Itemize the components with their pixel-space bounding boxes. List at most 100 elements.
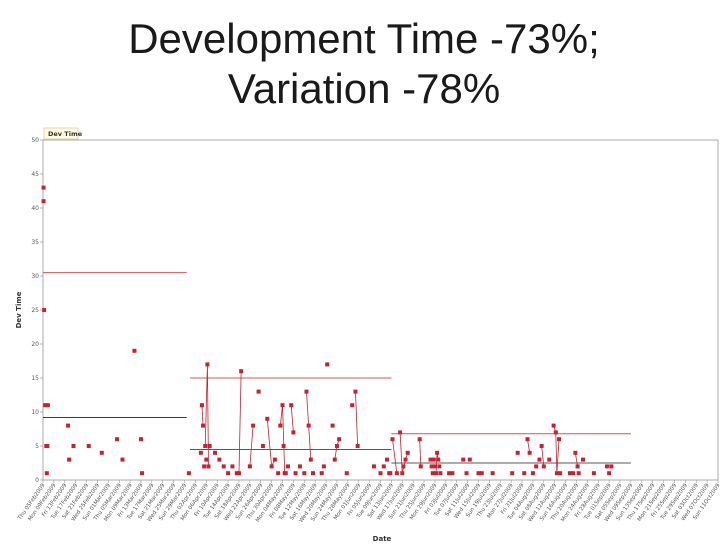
data-point <box>132 348 137 353</box>
data-point <box>337 437 342 442</box>
data-point <box>41 199 46 204</box>
data-point <box>334 444 339 448</box>
data-point <box>575 464 580 469</box>
data-point <box>403 457 408 462</box>
data-point <box>272 457 277 462</box>
data-point <box>429 464 434 469</box>
data-point <box>417 437 422 442</box>
data-point <box>281 444 286 448</box>
data-point <box>234 471 239 476</box>
data-point <box>581 457 585 462</box>
data-point <box>467 457 472 462</box>
data-point <box>140 471 145 476</box>
data-point <box>430 471 435 476</box>
data-point <box>438 471 443 476</box>
data-point <box>67 457 72 462</box>
data-point <box>206 464 211 469</box>
data-point <box>344 471 349 476</box>
connector-line <box>355 391 359 447</box>
data-point <box>291 430 296 435</box>
data-point <box>378 471 383 476</box>
data-point <box>461 457 466 462</box>
data-point <box>276 471 281 476</box>
connector-line <box>553 425 560 474</box>
data-point <box>447 471 452 476</box>
data-point <box>541 464 546 469</box>
connector-line <box>419 439 422 467</box>
data-point <box>230 464 235 469</box>
data-point <box>607 471 612 476</box>
data-point <box>604 464 609 469</box>
data-point <box>321 464 326 469</box>
legend: Dev Time <box>43 127 83 140</box>
data-point <box>573 450 578 455</box>
y-tick-label: 0 <box>35 477 39 484</box>
y-tick-label: 15 <box>31 375 39 382</box>
slide-title-line-1: Development Time -73%; <box>128 15 600 62</box>
data-point <box>350 403 355 408</box>
phase-lines <box>43 272 631 464</box>
y-tick-label: 30 <box>31 273 39 280</box>
connector-line <box>392 439 398 474</box>
y-tick-label: 25 <box>31 307 39 314</box>
data-point <box>280 403 285 408</box>
data-point <box>479 471 484 476</box>
plot-border <box>42 139 719 481</box>
data-point <box>557 437 562 442</box>
data-point <box>435 450 440 455</box>
data-point <box>353 389 358 394</box>
data-point <box>205 362 210 367</box>
y-axis-ticks: 0 5 10 15 20 25 30 35 40 45 50 <box>31 137 43 484</box>
connector-line <box>249 425 254 467</box>
data-point <box>115 437 120 442</box>
slide-title: Development Time -73%; Variation -78% <box>0 14 728 114</box>
data-point <box>138 437 143 442</box>
data-point <box>394 471 399 476</box>
data-point <box>302 471 307 476</box>
x-axis-label: Date <box>373 535 392 543</box>
data-point <box>405 450 410 455</box>
legend-box <box>43 127 79 140</box>
data-point <box>45 403 50 408</box>
data-point <box>289 403 294 408</box>
data-point <box>247 464 252 469</box>
data-point <box>381 464 386 469</box>
data-points <box>41 185 614 476</box>
data-point <box>450 471 455 476</box>
data-point <box>525 437 530 442</box>
data-point <box>308 457 313 462</box>
data-point <box>217 457 222 462</box>
data-point <box>551 423 556 428</box>
data-point <box>198 450 203 455</box>
data-point <box>207 444 212 448</box>
data-point <box>44 471 49 476</box>
data-point <box>311 471 315 476</box>
data-point <box>304 389 309 394</box>
connector-lines <box>201 364 578 474</box>
data-point <box>385 457 390 462</box>
data-point <box>355 444 360 448</box>
data-point <box>199 403 204 408</box>
data-point <box>476 471 481 476</box>
data-point <box>436 457 441 462</box>
data-point <box>510 471 515 476</box>
data-point <box>490 471 495 476</box>
y-axis-label: Dev Time <box>15 291 23 328</box>
data-point <box>285 464 290 469</box>
data-point <box>428 457 433 462</box>
connector-line <box>290 405 294 433</box>
data-point <box>202 464 207 469</box>
data-point <box>609 464 614 469</box>
slide-title-line-2: Variation -78% <box>227 65 501 112</box>
data-point <box>278 423 283 428</box>
data-point <box>251 423 256 428</box>
data-point <box>325 362 330 367</box>
data-point <box>42 308 47 312</box>
data-point <box>553 430 558 435</box>
data-point <box>71 444 76 448</box>
data-point <box>43 403 48 408</box>
data-point <box>534 464 539 469</box>
data-point <box>398 430 403 435</box>
data-point <box>332 457 337 462</box>
